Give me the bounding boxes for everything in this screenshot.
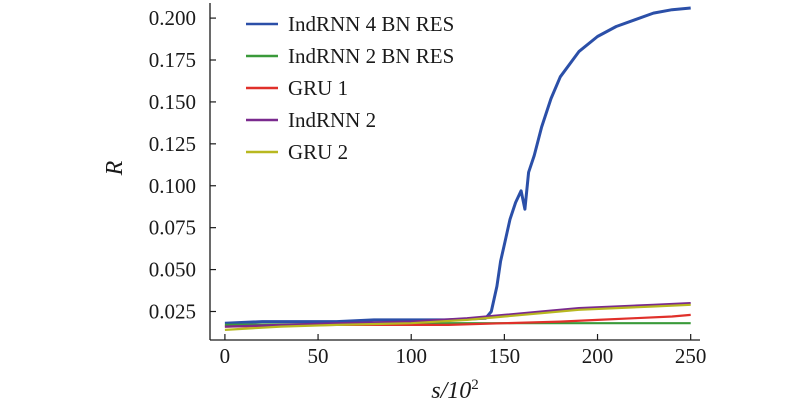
x-axis-label-exponent: 2 [471, 377, 479, 393]
x-axis-ticks: 0 50 100 150 200 250 [220, 334, 707, 368]
y-tick-label: 0.075 [149, 216, 196, 240]
y-axis-label: R [102, 160, 128, 176]
x-tick-label: 250 [675, 344, 707, 368]
y-axis-ticks: 0.025 0.050 0.075 0.100 0.125 0.150 0.175 0.200 [149, 6, 216, 323]
legend-label: GRU 2 [288, 140, 348, 164]
y-tick-label: 0.150 [149, 90, 196, 114]
x-tick-label: 100 [395, 344, 427, 368]
legend-label: IndRNN 2 [288, 108, 376, 132]
y-tick-label: 0.050 [149, 258, 196, 282]
legend-label: IndRNN 4 BN RES [288, 12, 454, 36]
legend-label: GRU 1 [288, 76, 348, 100]
y-tick-label: 0.200 [149, 6, 196, 30]
legend: IndRNN 4 BN RES IndRNN 2 BN RES GRU 1 IndRN… [246, 12, 454, 164]
x-axis-label-base: s/10 [431, 378, 471, 404]
series-line-4 [224, 302, 691, 328]
series-lines [224, 6, 691, 331]
legend-label: IndRNN 2 BN RES [288, 44, 454, 68]
series-line-5 [224, 303, 691, 331]
series-line-1 [224, 6, 691, 325]
y-tick-label: 0.125 [149, 132, 196, 156]
x-axis-label: s/102 [431, 377, 479, 404]
x-tick-label: 200 [582, 344, 614, 368]
plot-frame [209, 3, 700, 341]
x-tick-label: 150 [489, 344, 521, 368]
x-tick-label: 50 [308, 344, 329, 368]
y-tick-label: 0.175 [149, 48, 196, 72]
y-tick-label: 0.025 [149, 299, 196, 323]
x-tick-label: 0 [220, 344, 231, 368]
y-tick-label: 0.100 [149, 174, 196, 198]
